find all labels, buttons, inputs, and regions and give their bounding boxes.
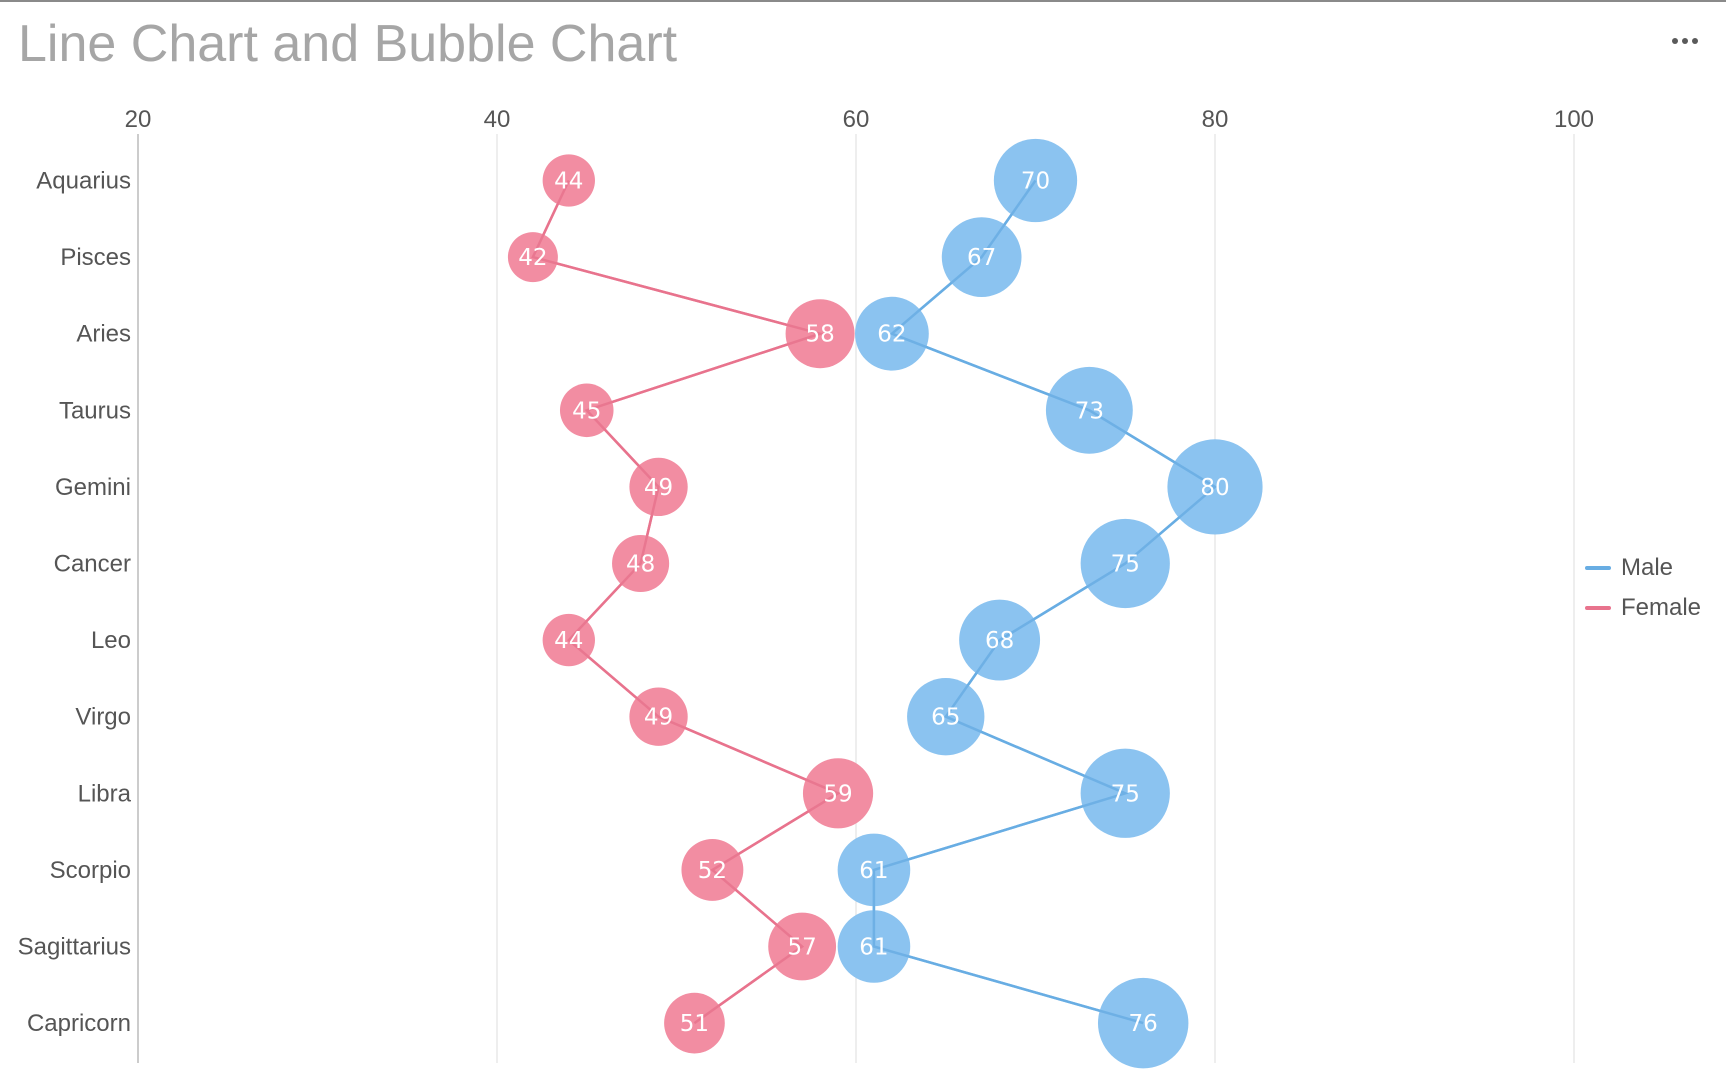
legend-label: Female [1621, 594, 1702, 621]
data-label-female: 49 [644, 475, 673, 501]
y-tick-label: Aries [76, 321, 131, 348]
data-label-male: 75 [1111, 552, 1140, 578]
y-tick-label: Sagittarius [18, 934, 131, 961]
data-label-female: 44 [554, 169, 583, 195]
x-axis-ticks: 20 40 60 80 100 [125, 106, 1594, 133]
series-bubbles: 70 67 62 73 80 75 68 65 75 61 61 76 44 42 58 45 49 48 44 49… [507, 138, 1263, 1069]
y-tick-label: Capricorn [27, 1010, 131, 1037]
data-label-male: 62 [877, 322, 906, 348]
data-label-female: 45 [572, 398, 601, 424]
data-label-male: 61 [859, 858, 888, 884]
data-label-female: 51 [680, 1011, 709, 1037]
y-tick-label: Scorpio [50, 857, 131, 884]
legend: Male Female [1585, 548, 1701, 628]
legend-swatch-male [1585, 566, 1611, 570]
data-label-male: 75 [1111, 781, 1140, 807]
data-label-female: 49 [644, 705, 673, 731]
y-tick-label: Leo [91, 627, 131, 654]
more-options-button[interactable] [1655, 24, 1715, 58]
y-tick-label: Cancer [54, 551, 131, 578]
y-tick-label: Gemini [55, 474, 131, 501]
y-axis-ticks: Aquarius Pisces Aries Taurus Gemini Cancer Leo… [18, 168, 132, 1038]
data-label-male: 61 [859, 935, 888, 961]
series-line-overlay-male [872, 179, 1218, 1025]
y-tick-label: Taurus [59, 397, 131, 424]
top-divider [0, 0, 1726, 2]
legend-item-female[interactable]: Female [1585, 588, 1701, 628]
x-tick-label: 100 [1554, 106, 1594, 133]
data-label-female: 58 [805, 322, 834, 348]
legend-label: Male [1621, 554, 1674, 581]
more-options-icon-dot [1692, 38, 1698, 44]
data-label-male: 67 [967, 245, 996, 271]
data-label-male: 76 [1129, 1011, 1158, 1037]
data-label-male: 70 [1021, 169, 1050, 195]
data-label-male: 65 [931, 705, 960, 731]
x-tick-label: 40 [484, 106, 511, 133]
chart-title: Line Chart and Bubble Chart [18, 15, 678, 73]
data-label-female: 52 [698, 858, 727, 884]
series-line-overlay-female [531, 179, 841, 1025]
data-label-male: 80 [1200, 475, 1229, 501]
series-line-female [531, 179, 841, 1025]
data-label-female: 48 [626, 552, 655, 578]
data-label-female: 44 [554, 628, 583, 654]
data-label-male: 68 [985, 628, 1014, 654]
x-tick-label: 80 [1202, 106, 1229, 133]
legend-swatch-female [1585, 606, 1611, 610]
y-tick-label: Virgo [75, 704, 131, 731]
x-tick-label: 60 [843, 106, 870, 133]
more-options-icon-dot [1682, 38, 1688, 44]
legend-item-male[interactable]: Male [1585, 548, 1701, 588]
y-tick-label: Aquarius [36, 168, 131, 195]
grid-lines [137, 134, 1575, 1063]
bubble-male[interactable] [1097, 977, 1189, 1069]
data-label-female: 57 [788, 935, 817, 961]
y-tick-label: Libra [78, 780, 132, 807]
y-tick-label: Pisces [60, 244, 131, 271]
x-tick-label: 20 [125, 106, 152, 133]
data-label-male: 73 [1075, 398, 1104, 424]
data-label-female: 42 [518, 245, 547, 271]
more-options-icon [1672, 38, 1678, 44]
data-label-female: 59 [823, 781, 852, 807]
